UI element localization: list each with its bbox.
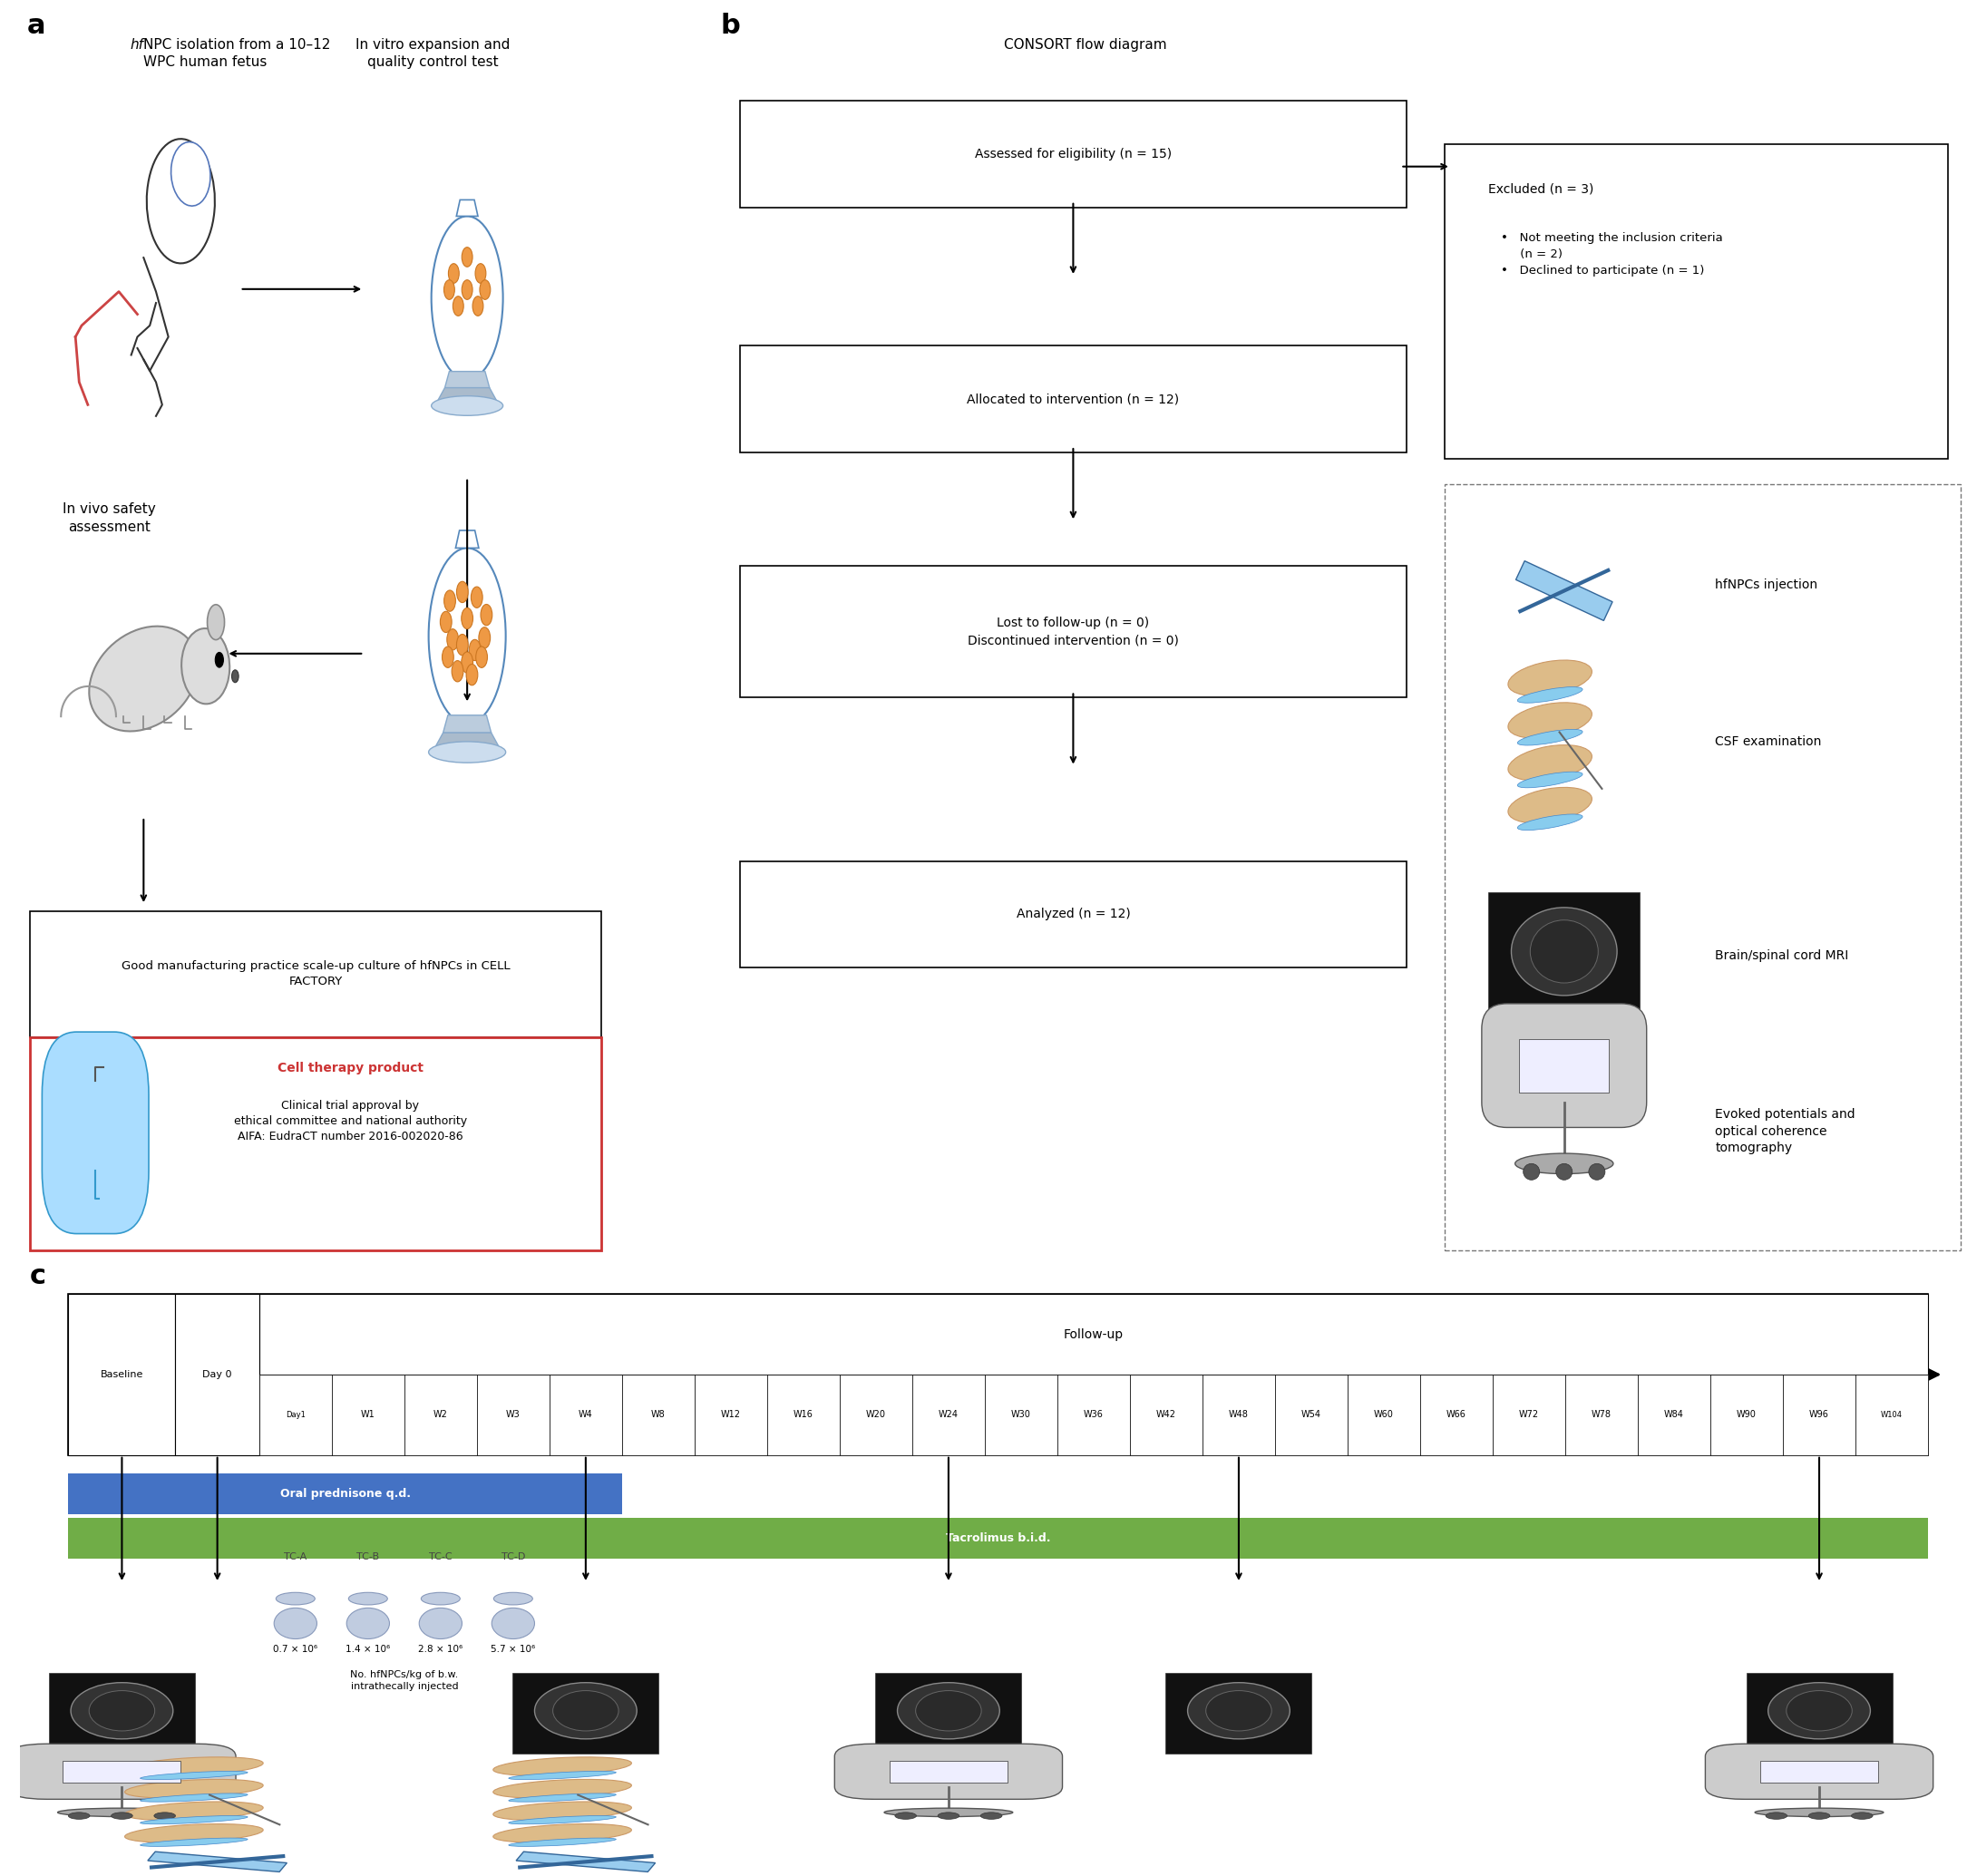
Bar <box>476 1375 549 1456</box>
Ellipse shape <box>445 591 456 612</box>
Bar <box>1275 1375 1347 1456</box>
Text: TC-D: TC-D <box>502 1553 525 1561</box>
Bar <box>69 1518 1928 1559</box>
Polygon shape <box>437 388 498 403</box>
Text: In vitro expansion and
quality control test: In vitro expansion and quality control t… <box>356 38 509 69</box>
Text: W60: W60 <box>1373 1411 1395 1420</box>
Ellipse shape <box>509 1838 616 1846</box>
Ellipse shape <box>462 608 472 628</box>
Ellipse shape <box>419 1608 462 1640</box>
Ellipse shape <box>431 216 504 379</box>
Ellipse shape <box>1509 745 1591 780</box>
Circle shape <box>1589 1163 1605 1180</box>
Ellipse shape <box>124 1801 264 1820</box>
Bar <box>69 1294 175 1456</box>
Text: W12: W12 <box>720 1411 742 1420</box>
Text: 5.7 × 10⁶: 5.7 × 10⁶ <box>492 1645 535 1655</box>
Text: W66: W66 <box>1446 1411 1465 1420</box>
FancyBboxPatch shape <box>875 1673 1021 1754</box>
Text: W2: W2 <box>433 1411 448 1420</box>
Ellipse shape <box>462 280 472 300</box>
Circle shape <box>348 1593 387 1604</box>
Bar <box>913 1375 985 1456</box>
Ellipse shape <box>480 280 490 300</box>
FancyBboxPatch shape <box>30 1037 602 1251</box>
Text: Tacrolimus b.i.d.: Tacrolimus b.i.d. <box>946 1533 1050 1544</box>
Ellipse shape <box>492 1608 535 1640</box>
Text: CONSORT flow diagram: CONSORT flow diagram <box>1005 38 1166 51</box>
Bar <box>332 1375 405 1456</box>
Bar <box>260 1294 1928 1375</box>
Ellipse shape <box>57 1808 187 1816</box>
Bar <box>1202 1375 1275 1456</box>
Text: CSF examination: CSF examination <box>1715 735 1821 749</box>
Ellipse shape <box>509 1816 616 1823</box>
Ellipse shape <box>1509 702 1591 739</box>
Text: Baseline: Baseline <box>100 1369 144 1379</box>
Ellipse shape <box>1530 919 1597 983</box>
FancyBboxPatch shape <box>740 567 1406 698</box>
Ellipse shape <box>1768 1683 1871 1739</box>
Ellipse shape <box>509 1793 616 1801</box>
Text: Excluded (n = 3): Excluded (n = 3) <box>1489 182 1593 195</box>
Text: Follow-up: Follow-up <box>1064 1328 1123 1341</box>
Ellipse shape <box>1511 908 1617 996</box>
Text: Oral prednisone q.d.: Oral prednisone q.d. <box>279 1488 411 1499</box>
FancyBboxPatch shape <box>740 861 1406 968</box>
Ellipse shape <box>1509 660 1591 696</box>
Circle shape <box>1556 1163 1572 1180</box>
Bar <box>69 1475 622 1514</box>
Bar <box>260 1375 332 1456</box>
FancyBboxPatch shape <box>889 1762 1007 1782</box>
Ellipse shape <box>1509 788 1591 824</box>
Ellipse shape <box>1755 1808 1884 1816</box>
Text: W1: W1 <box>360 1411 376 1420</box>
Text: W54: W54 <box>1302 1411 1322 1420</box>
Ellipse shape <box>897 1683 999 1739</box>
Bar <box>69 1294 1928 1456</box>
Ellipse shape <box>476 647 488 668</box>
FancyBboxPatch shape <box>834 1745 1062 1799</box>
Circle shape <box>153 1812 175 1820</box>
Ellipse shape <box>509 1771 616 1780</box>
Ellipse shape <box>452 660 464 681</box>
Bar <box>767 1375 840 1456</box>
Text: Assessed for eligibility (n = 15): Assessed for eligibility (n = 15) <box>976 148 1172 159</box>
Text: Lost to follow-up (n = 0)
Discontinued intervention (n = 0): Lost to follow-up (n = 0) Discontinued i… <box>968 617 1178 647</box>
Ellipse shape <box>472 296 484 315</box>
Circle shape <box>421 1593 460 1604</box>
Polygon shape <box>443 715 492 734</box>
Text: 1.4 × 10⁶: 1.4 × 10⁶ <box>346 1645 389 1655</box>
Circle shape <box>232 670 238 683</box>
Circle shape <box>938 1812 960 1820</box>
Text: W24: W24 <box>938 1411 958 1420</box>
Ellipse shape <box>140 1816 248 1823</box>
Ellipse shape <box>494 1801 631 1820</box>
Text: W3: W3 <box>506 1411 521 1420</box>
Text: W4: W4 <box>578 1411 592 1420</box>
Bar <box>1129 1375 1202 1456</box>
Text: W16: W16 <box>793 1411 812 1420</box>
Polygon shape <box>433 734 502 750</box>
Ellipse shape <box>478 627 490 649</box>
Ellipse shape <box>429 548 506 724</box>
Ellipse shape <box>1786 1690 1853 1732</box>
Ellipse shape <box>535 1683 637 1739</box>
Text: No. hfNPCs/kg of b.w.
intrathecally injected: No. hfNPCs/kg of b.w. intrathecally inje… <box>350 1670 458 1690</box>
Ellipse shape <box>89 627 199 732</box>
Ellipse shape <box>456 634 468 655</box>
Ellipse shape <box>124 1778 264 1797</box>
Ellipse shape <box>124 1823 264 1842</box>
Bar <box>549 1375 622 1456</box>
Text: Analyzed (n = 12): Analyzed (n = 12) <box>1017 908 1131 921</box>
Text: 2.8 × 10⁶: 2.8 × 10⁶ <box>419 1645 462 1655</box>
Ellipse shape <box>1206 1690 1271 1732</box>
Text: Day 0: Day 0 <box>203 1369 232 1379</box>
Text: W42: W42 <box>1157 1411 1176 1420</box>
Text: hf: hf <box>130 38 144 51</box>
Ellipse shape <box>273 1608 317 1640</box>
Circle shape <box>1851 1812 1873 1820</box>
Ellipse shape <box>462 651 472 673</box>
FancyBboxPatch shape <box>1489 893 1640 1019</box>
Text: Cell therapy product: Cell therapy product <box>277 1062 423 1075</box>
